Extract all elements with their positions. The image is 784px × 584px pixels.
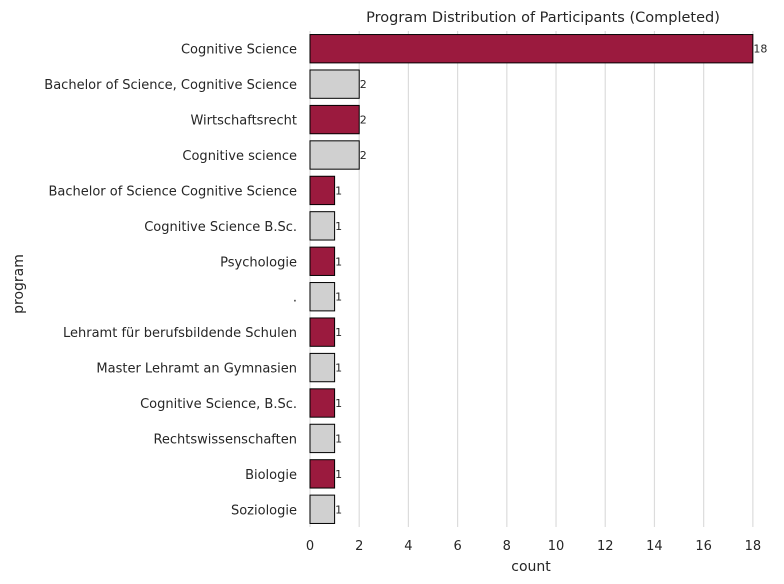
y-tick-label: Cognitive Science — [181, 43, 297, 58]
data-label: 2 — [360, 114, 367, 127]
bar — [309, 69, 360, 99]
x-tick-label: 2 — [355, 539, 363, 554]
data-label: 2 — [360, 149, 367, 162]
bar — [309, 423, 336, 454]
bar — [309, 211, 336, 241]
data-label: 1 — [335, 220, 342, 233]
y-tick-label: Bachelor of Science, Cognitive Science — [44, 78, 297, 93]
y-tick-label: Bachelor of Science Cognitive Science — [48, 184, 297, 199]
x-tick-labels: 0 2 4 6 8 10 12 14 16 18 — [306, 539, 761, 554]
x-tick-label: 16 — [695, 539, 712, 554]
bar — [309, 246, 336, 276]
data-label: 1 — [335, 468, 342, 481]
bar — [309, 459, 336, 489]
data-label: 2 — [360, 78, 367, 91]
x-tick-label: 18 — [745, 539, 762, 554]
x-tick-label: 0 — [306, 539, 314, 554]
y-tick-label: Psychologie — [220, 255, 297, 270]
data-label: 1 — [335, 362, 342, 375]
data-label: 1 — [335, 432, 342, 445]
bar — [309, 140, 360, 170]
x-tick-label: 4 — [404, 539, 412, 554]
x-tick-label: 10 — [548, 539, 565, 554]
x-axis-label: count — [511, 559, 551, 575]
chart-title: Program Distribution of Participants (Co… — [366, 10, 720, 26]
y-tick-label: Soziologie — [231, 503, 297, 518]
bar — [309, 317, 336, 347]
bar — [309, 282, 336, 312]
bar — [309, 352, 336, 383]
bar — [309, 34, 754, 64]
y-tick-label: Cognitive Science B.Sc. — [144, 220, 297, 235]
x-tick-label: 6 — [453, 539, 461, 554]
gridlines — [309, 31, 754, 527]
data-label: 1 — [335, 255, 342, 268]
y-tick-label: Master Lehramt an Gymnasien — [96, 362, 297, 377]
data-label: 18 — [753, 43, 767, 56]
y-axis-label: program — [11, 254, 27, 314]
data-label: 1 — [335, 503, 342, 516]
y-tick-labels: Cognitive Science Bachelor of Science, Co… — [44, 43, 297, 519]
data-label: 1 — [335, 291, 342, 304]
data-label: 1 — [335, 184, 342, 197]
x-tick-label: 12 — [597, 539, 614, 554]
y-tick-label: Wirtschaftsrecht — [190, 114, 297, 129]
data-label: 1 — [335, 397, 342, 410]
x-tick-label: 8 — [503, 539, 511, 554]
bar — [309, 175, 336, 206]
x-tick-label: 14 — [646, 539, 663, 554]
bar — [309, 104, 360, 135]
y-tick-label: Rechtswissenschaften — [153, 432, 297, 447]
y-tick-label: . — [293, 291, 297, 306]
y-tick-label: Cognitive Science, B.Sc. — [140, 397, 297, 412]
y-tick-label: Biologie — [245, 468, 297, 483]
bars — [309, 34, 754, 524]
bar — [309, 388, 336, 418]
y-tick-label: Cognitive science — [182, 149, 297, 164]
y-tick-label: Lehramt für berufsbildende Schulen — [63, 326, 297, 341]
bar — [309, 494, 336, 524]
data-label: 1 — [335, 326, 342, 339]
data-labels: 18 2 2 2 1 1 1 1 1 1 1 1 1 1 — [335, 43, 767, 517]
